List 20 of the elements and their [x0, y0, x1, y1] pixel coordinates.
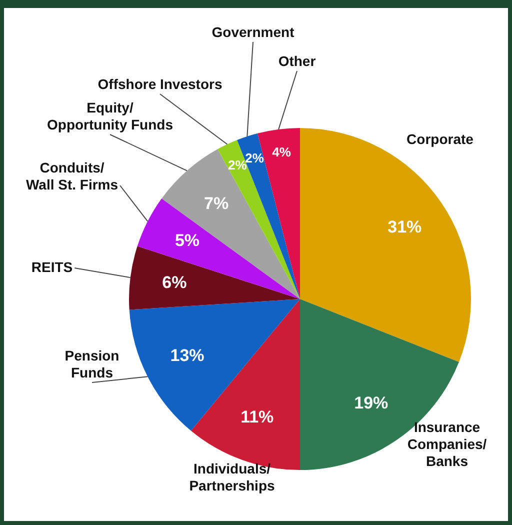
slice-label: Government — [212, 24, 295, 40]
data-label: 2% — [228, 158, 248, 173]
slice-label: REITS — [31, 258, 73, 275]
data-label: 7% — [204, 194, 229, 213]
slice-label: Pension Funds — [64, 347, 120, 380]
slice-label: Equity/ Opportunity Funds — [47, 99, 174, 132]
data-label: 6% — [162, 272, 187, 292]
slice-label: Individuals/ Partnerships — [189, 460, 276, 494]
slice-label: Conduits/ Wall St. Firms — [26, 159, 118, 192]
data-label: 4% — [272, 144, 292, 160]
data-label: 2% — [245, 150, 264, 166]
data-label: 5% — [174, 231, 200, 250]
data-label: 31% — [388, 218, 422, 237]
data-label: 13% — [170, 346, 204, 366]
slice-label: Insurance Companies/ Banks — [407, 418, 487, 469]
slice-label: Offshore Investors — [98, 76, 222, 92]
slice-label: Other — [278, 52, 316, 69]
slice-label: Corporate — [406, 130, 474, 147]
data-label: 11% — [240, 408, 274, 427]
data-label: 19% — [354, 393, 388, 412]
